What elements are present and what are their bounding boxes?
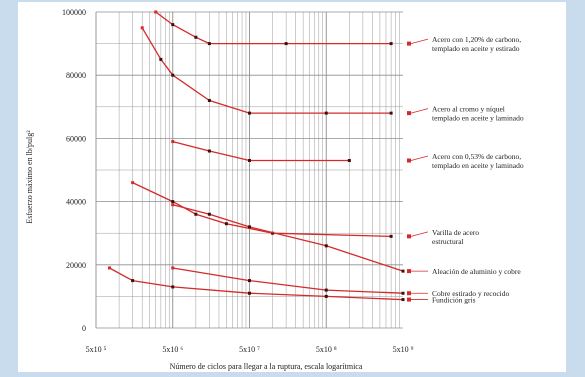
x-tick-label: 5x10 ⁵ <box>86 345 107 354</box>
series-marker <box>324 288 328 292</box>
series-label-line: templado en aceite y estirado <box>432 44 520 53</box>
series-marker <box>207 212 211 216</box>
label-leader-line <box>410 155 429 161</box>
series-marker <box>131 279 135 283</box>
x-tick-label: 5x10 ⁶ <box>162 345 183 354</box>
label-leader-line <box>410 231 429 237</box>
series-marker <box>171 200 175 204</box>
series-marker <box>171 266 175 270</box>
series-marker <box>108 266 112 270</box>
series-marker <box>248 291 251 295</box>
series-marker <box>159 57 163 61</box>
series-marker <box>389 42 393 46</box>
series-marker <box>401 269 405 273</box>
series-curve <box>172 204 404 272</box>
series-marker <box>171 73 175 77</box>
series-end-marker <box>407 41 411 46</box>
series-label-line: Acero con 1,20% de carbono, <box>432 35 521 44</box>
series-marker <box>171 203 175 207</box>
series-end-marker <box>407 291 411 296</box>
y-tick-label: 60000 <box>66 134 86 143</box>
series-marker <box>401 291 405 295</box>
series-marker <box>401 298 405 302</box>
series-label-line: templado en aceite y laminado <box>432 114 524 123</box>
axes: 0 20000 40000 60000 80000 100000 5x10 ⁵ 5x10 ⁶ 5… <box>62 8 414 354</box>
series-label-line: Cobre estirado y recocido <box>432 289 510 298</box>
x-axis-label: Número de ciclos para llegar a la ruptur… <box>170 362 363 371</box>
grid-lines <box>95 11 403 329</box>
series-marker <box>131 181 135 185</box>
y-axis-label: Esfuerzo máximo en lb/pulg² <box>25 130 34 224</box>
series-marker <box>224 222 228 226</box>
y-tick-label: 20000 <box>66 261 86 270</box>
series-marker <box>207 98 211 102</box>
series-curve <box>172 140 350 162</box>
series-marker <box>171 140 175 144</box>
label-leader-line <box>410 38 429 44</box>
series-curve <box>109 267 404 301</box>
y-tick-label: 40000 <box>66 198 86 207</box>
series-marker <box>207 149 211 153</box>
series-marker <box>154 10 158 14</box>
series-label-line: Varilla de acero <box>432 228 479 237</box>
series-marker <box>207 42 211 46</box>
series-label-line: Acero al cromo y níquel <box>432 105 505 114</box>
series-marker <box>324 294 328 298</box>
series-marker <box>389 234 393 238</box>
series-label-line: Fundición gris <box>432 296 476 305</box>
y-tick-label: 0 <box>82 324 86 333</box>
series-marker <box>248 279 251 283</box>
y-tick-label: 80000 <box>66 71 86 80</box>
series-label-line: estructural <box>432 237 464 246</box>
series-end-marker <box>407 158 411 163</box>
series-curve <box>172 267 404 294</box>
series-end-marker <box>407 111 411 116</box>
series-curve <box>141 27 392 114</box>
series-marker <box>194 35 198 39</box>
series-curve <box>155 11 392 45</box>
series-marker <box>324 244 328 248</box>
series-marker <box>140 26 144 30</box>
series-label-line: templado en aceite y laminado <box>432 161 524 170</box>
series-marker <box>171 23 175 27</box>
series-end-marker <box>407 234 411 239</box>
series-labels: Acero con 1,20% de carbono,templado en a… <box>410 35 524 305</box>
chart-frame: 0 20000 40000 60000 80000 100000 5x10 ⁵ 5x10 ⁶ 5… <box>18 2 566 372</box>
series-marker <box>389 111 393 115</box>
series-end-marker <box>407 269 411 274</box>
series-marker <box>347 159 351 163</box>
series-label-line: Aleación de aluminio y cobre <box>432 267 521 276</box>
series-label-line: Acero con 0,53% de carbono, <box>432 152 521 161</box>
label-leader-line <box>410 108 429 114</box>
fatigue-chart: 0 20000 40000 60000 80000 100000 5x10 ⁵ 5x10 ⁶ 5… <box>25 8 524 371</box>
x-tick-label: 5x10 ⁸ <box>316 345 337 354</box>
series-marker <box>194 212 198 216</box>
x-tick-label: 5x10 ⁹ <box>393 345 414 354</box>
series-curves <box>108 10 411 302</box>
series-marker <box>171 285 175 289</box>
series-marker <box>284 42 288 46</box>
series-marker <box>248 225 251 229</box>
series-curve <box>132 182 392 238</box>
series-marker <box>248 111 251 115</box>
y-tick-label: 100000 <box>62 8 86 17</box>
series-marker <box>324 111 328 115</box>
x-tick-label: 5x10 ⁷ <box>239 345 260 354</box>
series-marker <box>248 159 251 163</box>
series-end-marker <box>407 297 411 302</box>
